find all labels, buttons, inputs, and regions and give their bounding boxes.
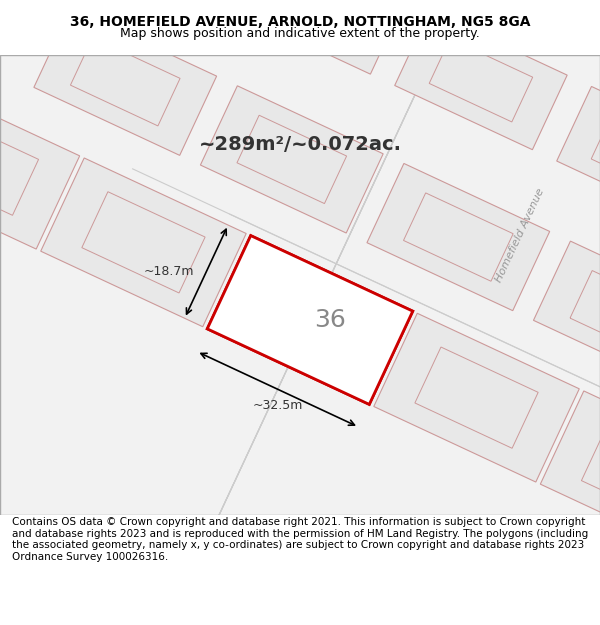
- Text: ~32.5m: ~32.5m: [253, 399, 303, 412]
- Polygon shape: [367, 164, 550, 311]
- Polygon shape: [0, 80, 80, 249]
- Polygon shape: [233, 0, 405, 74]
- Text: 36, HOMEFIELD AVENUE, ARNOLD, NOTTINGHAM, NG5 8GA: 36, HOMEFIELD AVENUE, ARNOLD, NOTTINGHAM…: [70, 16, 530, 29]
- Text: Homefield Avenue: Homefield Avenue: [494, 186, 546, 284]
- Polygon shape: [34, 8, 217, 156]
- Text: ~289m²/~0.072ac.: ~289m²/~0.072ac.: [199, 136, 401, 154]
- Polygon shape: [200, 86, 383, 233]
- Text: 36: 36: [314, 308, 346, 332]
- Polygon shape: [557, 86, 600, 225]
- Polygon shape: [541, 391, 600, 560]
- Text: Contains OS data © Crown copyright and database right 2021. This information is : Contains OS data © Crown copyright and d…: [12, 518, 588, 562]
- Polygon shape: [207, 236, 413, 404]
- Text: ~18.7m: ~18.7m: [144, 265, 194, 278]
- Polygon shape: [395, 11, 567, 150]
- Polygon shape: [41, 158, 246, 327]
- Polygon shape: [374, 313, 579, 482]
- Text: Map shows position and indicative extent of the property.: Map shows position and indicative extent…: [120, 27, 480, 39]
- Polygon shape: [533, 241, 600, 388]
